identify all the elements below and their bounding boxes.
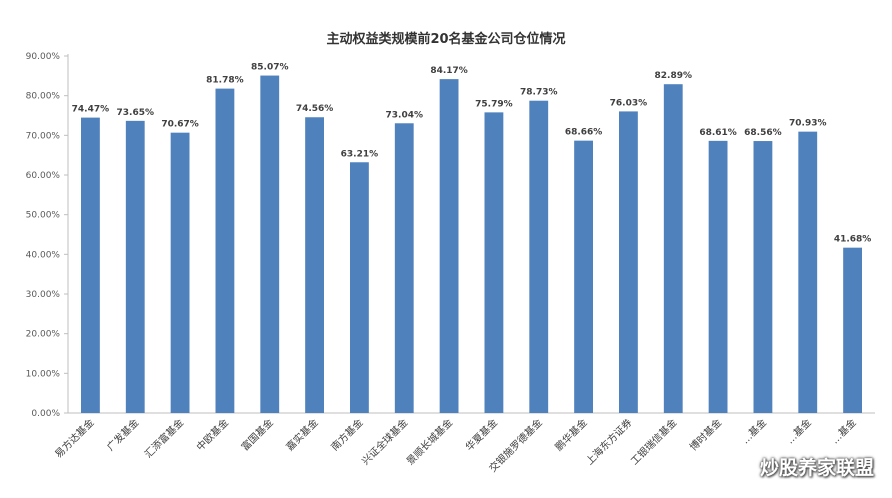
bar [484,112,504,413]
chart-title: 主动权益类规模前20名基金公司仓位情况 [326,32,566,47]
x-tick-label: 博时基金 [687,416,724,453]
data-label: 68.61% [699,128,737,138]
x-tick-label: 易方达基金 [52,416,97,461]
bar [81,117,100,414]
x-tick-label: 中欧基金 [194,416,231,453]
data-label: 76.03% [610,98,648,108]
chart-data-labels: 74.47% 73.65% 70.67% 81.78% 85.07% 74.56% 63.2… [72,63,872,245]
bar [170,132,190,413]
x-tick-label: 汇添富基金 [142,416,187,461]
watermark-text: 炒股养家联盟 [759,457,874,479]
data-label: 81.78% [206,76,244,86]
data-label: 63.21% [341,149,379,159]
y-tick-label: 90.00% [26,52,61,62]
data-label: 41.68% [834,235,872,245]
x-tick-label: …基金 [783,416,813,446]
data-label: 84.17% [430,66,468,76]
data-label: 70.67% [161,120,199,130]
data-label: 68.56% [744,128,782,138]
chart-bars [81,75,862,414]
watermark: 炒股养家联盟 [729,453,874,480]
x-tick-label: 华夏基金 [463,416,500,453]
y-tick-label: 20.00% [26,330,61,340]
bar [439,79,459,413]
x-tick-label: 富国基金 [238,416,275,453]
data-label: 70.93% [789,119,827,129]
bar [350,162,369,413]
bar [260,75,280,413]
x-tick-label: 工银瑞信基金 [628,416,680,468]
y-tick-label: 70.00% [26,131,61,141]
bar [843,247,862,413]
y-tick-label: 30.00% [26,290,61,300]
x-tick-label: 广发基金 [104,416,141,453]
data-label: 82.89% [655,71,693,81]
y-tick-label: 50.00% [26,211,61,221]
x-tick-label: 兴证全球基金 [359,416,411,468]
data-label: 68.66% [565,128,603,138]
bar [125,120,145,413]
y-tick-label: 10.00% [26,369,61,379]
bar [215,88,235,413]
data-label: 73.04% [386,110,424,120]
bar [529,100,549,413]
x-tick-label: …基金 [739,416,769,446]
data-label: 74.56% [296,104,334,114]
bar [663,84,683,413]
data-label: 85.07% [251,63,289,73]
data-label: 74.47% [72,105,110,115]
data-label: 73.65% [117,108,155,118]
bar [394,123,414,414]
y-tick-label: 60.00% [26,171,61,181]
chart-axes [64,54,875,414]
bar [798,131,818,413]
bar [753,141,773,413]
bar [574,140,593,413]
data-label: 75.79% [475,99,513,109]
data-label: 78.73% [520,88,558,98]
bar [305,117,324,413]
x-tick-label: 南方基金 [328,416,365,453]
y-tick-label: 80.00% [26,92,61,102]
x-tick-label: 景顺长城基金 [404,416,456,468]
chart-y-tick-labels: 0.00% 10.00% 20.00% 30.00% 40.00% 50.00% 60.00… [26,52,61,419]
x-tick-label: …基金 [828,416,858,446]
x-tick-label: 鹏华基金 [552,416,589,453]
y-tick-label: 0.00% [31,409,60,419]
wechat-icon [729,457,755,475]
x-tick-label: 嘉实基金 [283,416,320,453]
bar [619,111,638,413]
y-tick-label: 40.00% [26,250,61,260]
x-tick-label: 上海东方证券 [583,416,635,468]
bar [708,140,728,414]
